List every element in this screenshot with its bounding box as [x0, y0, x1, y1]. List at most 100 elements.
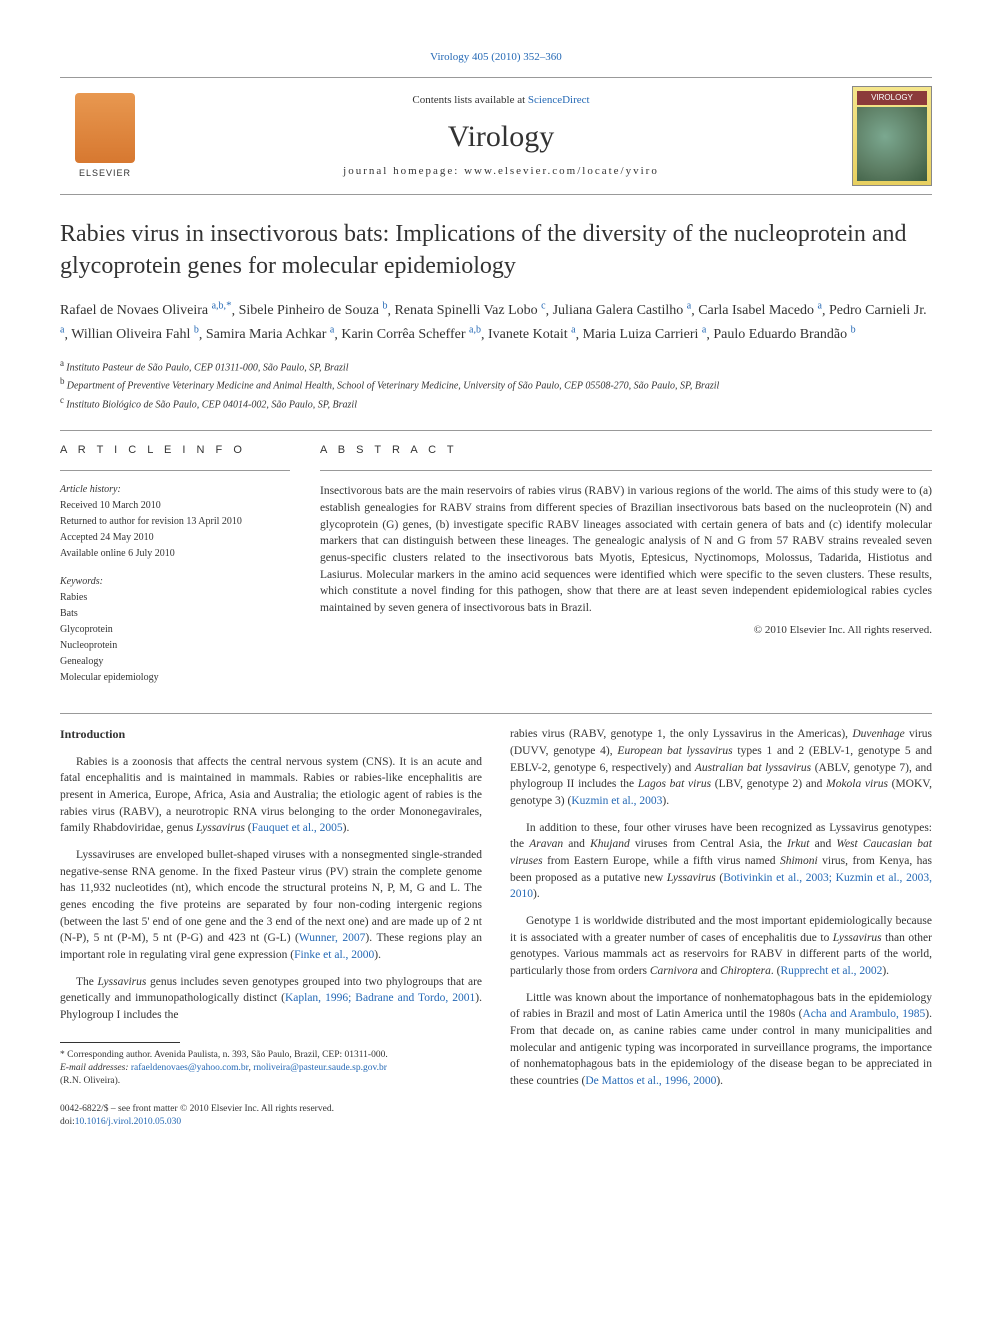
info-abstract-row: A R T I C L E I N F O Article history: R… — [60, 443, 932, 687]
corr-line: * Corresponding author. Avenida Paulista… — [60, 1049, 482, 1062]
keywords-list: Rabies Bats Glycoprotein Nucleoprotein Genea… — [60, 591, 290, 685]
contents-prefix: Contents lists available at — [412, 94, 527, 106]
history-revised: Returned to author for revision 13 April… — [60, 515, 290, 529]
author: Rafael de Novaes Oliveira a,b,* — [60, 303, 232, 318]
citation-link[interactable]: Acha and Arambulo, 1985 — [802, 1008, 925, 1020]
header-center: Contents lists available at ScienceDirec… — [150, 93, 852, 180]
citation-link[interactable]: Kuzmin et al., 2003 — [571, 795, 662, 807]
doi-link[interactable]: 10.1016/j.virol.2010.05.030 — [75, 1117, 181, 1127]
affiliation-line: a Instituto Pasteur de São Paulo, CEP 01… — [60, 357, 932, 375]
keyword-item: Genealogy — [60, 655, 290, 669]
keyword-item: Glycoprotein — [60, 623, 290, 637]
author-affiliation-sup: c — [541, 301, 545, 312]
author: Samira Maria Achkar a — [206, 327, 334, 342]
intro-p1: Rabies is a zoonosis that affects the ce… — [60, 754, 482, 837]
journal-name: Virology — [150, 116, 852, 158]
author-affiliation-sup: a — [687, 301, 691, 312]
citation-link[interactable]: Kaplan, 1996; Badrane and Tordo, 2001 — [285, 992, 475, 1004]
right-column: rabies virus (RABV, genotype 1, the only… — [510, 726, 932, 1130]
cover-image-icon — [857, 107, 927, 182]
corr-name: (R.N. Oliveira). — [60, 1075, 482, 1088]
footnote-rule — [60, 1042, 180, 1043]
abstract-heading: A B S T R A C T — [320, 443, 932, 458]
email-link[interactable]: rafaeldenovaes@yahoo.com.br — [131, 1063, 249, 1073]
author: Karin Corrêa Scheffer a,b — [341, 327, 481, 342]
copyright: © 2010 Elsevier Inc. All rights reserved… — [320, 623, 932, 638]
abstract-column: A B S T R A C T Insectivorous bats are t… — [320, 443, 932, 687]
publisher-logo: ELSEVIER — [60, 86, 150, 186]
author: Renata Spinelli Vaz Lobo c — [394, 303, 545, 318]
left-column: Introduction Rabies is a zoonosis that a… — [60, 726, 482, 1130]
intro-p5: In addition to these, four other viruses… — [510, 820, 932, 903]
homepage-line: journal homepage: www.elsevier.com/locat… — [150, 164, 852, 179]
author-affiliation-sup: a — [571, 325, 575, 336]
keyword-item: Molecular epidemiology — [60, 671, 290, 685]
author-affiliation-sup: a — [60, 325, 64, 336]
intro-p7: Little was known about the importance of… — [510, 990, 932, 1090]
elsevier-tree-icon — [75, 93, 135, 163]
journal-citation[interactable]: Virology 405 (2010) 352–360 — [60, 50, 932, 65]
keyword-item: Bats — [60, 607, 290, 621]
divider — [60, 430, 932, 431]
author: Willian Oliveira Fahl b — [71, 327, 199, 342]
doi-block: 0042-6822/$ – see front matter © 2010 El… — [60, 1103, 482, 1131]
divider — [320, 470, 932, 471]
intro-heading: Introduction — [60, 726, 482, 743]
article-title: Rabies virus in insectivorous bats: Impl… — [60, 219, 932, 281]
article-info-heading: A R T I C L E I N F O — [60, 443, 290, 458]
journal-cover: VIROLOGY — [852, 86, 932, 186]
citation-link[interactable]: Wunner, 2007 — [299, 932, 366, 944]
header-band: ELSEVIER Contents lists available at Sci… — [60, 77, 932, 195]
body-columns: Introduction Rabies is a zoonosis that a… — [60, 726, 932, 1130]
front-matter: 0042-6822/$ – see front matter © 2010 El… — [60, 1103, 482, 1117]
author-affiliation-sup: a,b, — [212, 301, 226, 312]
history-label: Article history: — [60, 483, 290, 497]
citation-link[interactable]: De Mattos et al., 1996, 2000 — [585, 1075, 716, 1087]
intro-p3: The Lyssavirus genus includes seven geno… — [60, 974, 482, 1024]
author-affiliation-sup: a — [702, 325, 706, 336]
divider — [60, 470, 290, 471]
homepage-prefix: journal homepage: — [343, 165, 464, 177]
author: Maria Luiza Carrieri a — [583, 327, 707, 342]
history-online: Available online 6 July 2010 — [60, 547, 290, 561]
sciencedirect-link[interactable]: ScienceDirect — [528, 94, 590, 106]
affiliations: a Instituto Pasteur de São Paulo, CEP 01… — [60, 357, 932, 412]
publisher-label: ELSEVIER — [79, 167, 131, 180]
author: Paulo Eduardo Brandão b — [713, 327, 855, 342]
author: Ivanete Kotait a — [488, 327, 576, 342]
author-affiliation-sup: b — [851, 325, 856, 336]
intro-p4: rabies virus (RABV, genotype 1, the only… — [510, 726, 932, 809]
page: Virology 405 (2010) 352–360 ELSEVIER Con… — [0, 0, 992, 1180]
homepage-url[interactable]: www.elsevier.com/locate/yviro — [464, 165, 659, 177]
author: Sibele Pinheiro de Souza b — [239, 303, 388, 318]
history-received: Received 10 March 2010 — [60, 499, 290, 513]
keywords-label: Keywords: — [60, 575, 290, 589]
corresponding-footnote: * Corresponding author. Avenida Paulista… — [60, 1049, 482, 1089]
citation-link[interactable]: Rupprecht et al., 2002 — [780, 965, 882, 977]
cover-label: VIROLOGY — [857, 91, 927, 104]
author: Juliana Galera Castilho a — [553, 303, 692, 318]
author-affiliation-sup: a — [818, 301, 822, 312]
intro-p2: Lyssaviruses are enveloped bullet-shaped… — [60, 847, 482, 964]
author-affiliation-sup: b — [194, 325, 199, 336]
intro-p6: Genotype 1 is worldwide distributed and … — [510, 913, 932, 980]
author: Carla Isabel Macedo a — [698, 303, 822, 318]
author-affiliation-sup: a — [330, 325, 334, 336]
authors: Rafael de Novaes Oliveira a,b,*, Sibele … — [60, 298, 932, 347]
divider — [60, 713, 932, 714]
citation-link[interactable]: Fauquet et al., 2005 — [252, 822, 343, 834]
doi-line: doi:10.1016/j.virol.2010.05.030 — [60, 1116, 482, 1130]
email-link[interactable]: rnoliveira@pasteur.saude.sp.gov.br — [253, 1063, 387, 1073]
contents-line: Contents lists available at ScienceDirec… — [150, 93, 852, 108]
article-info: A R T I C L E I N F O Article history: R… — [60, 443, 290, 687]
keyword-item: Nucleoprotein — [60, 639, 290, 653]
history-accepted: Accepted 24 May 2010 — [60, 531, 290, 545]
author-affiliation-sup: b — [382, 301, 387, 312]
affiliation-line: c Instituto Biológico de São Paulo, CEP … — [60, 394, 932, 412]
abstract-text: Insectivorous bats are the main reservoi… — [320, 483, 932, 616]
author-affiliation-sup: a,b — [469, 325, 481, 336]
citation-link[interactable]: Finke et al., 2000 — [294, 949, 374, 961]
affiliation-line: b Department of Preventive Veterinary Me… — [60, 375, 932, 393]
corresponding-star-icon: * — [226, 300, 232, 312]
keyword-item: Rabies — [60, 591, 290, 605]
